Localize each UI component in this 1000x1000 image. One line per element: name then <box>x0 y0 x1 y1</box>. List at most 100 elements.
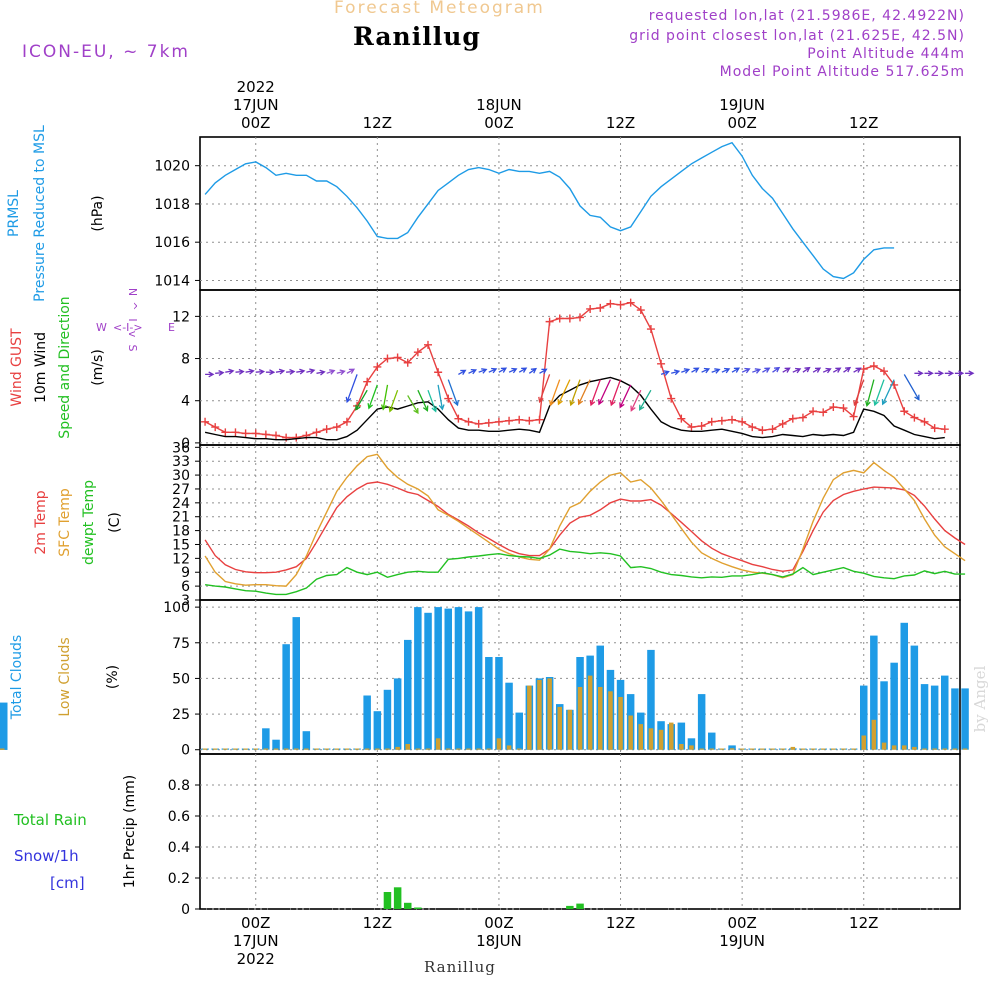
low-cloud-bar <box>283 748 289 750</box>
y-tick-label: 50 <box>172 671 190 687</box>
y-tick-label: 3 <box>181 593 190 609</box>
wind-arrow <box>934 370 945 377</box>
gust-marker <box>282 433 291 442</box>
low-cloud-bar <box>324 748 329 750</box>
panel-pressure: 1014 1016 1018 1020 PRMSL Pressure Reduced to… <box>6 125 961 302</box>
panel-frame <box>199 136 961 291</box>
gust-marker <box>464 417 473 426</box>
y-tick-label: 0 <box>181 743 190 759</box>
y-axis-label: (hPa) <box>90 195 106 231</box>
y-tick-label: 0.4 <box>168 840 190 856</box>
y-axis-label: Pressure Reduced to MSL <box>32 125 48 302</box>
gust-marker <box>920 417 929 426</box>
low-cloud-bar <box>243 748 248 750</box>
low-cloud-bar <box>486 748 492 750</box>
wind-arrow <box>296 368 306 375</box>
wind-arrow <box>711 368 721 374</box>
gust-marker <box>565 314 574 323</box>
gust-marker <box>241 429 250 438</box>
gust-marker <box>707 417 716 426</box>
low-cloud-bar <box>669 722 674 750</box>
y-axis-label: dewpt Temp <box>81 480 97 565</box>
wind-arrow <box>822 367 832 374</box>
low-cloud-bar <box>304 748 309 750</box>
wind-arrow <box>447 379 459 407</box>
gust-marker <box>596 303 605 312</box>
total-cloud-bar <box>880 681 888 750</box>
y-axis-label: 1hr Precip (mm) <box>122 775 138 888</box>
low-cloud-bar <box>922 748 927 750</box>
wind-arrow <box>380 384 389 411</box>
gust-marker <box>373 362 382 371</box>
gridpoint-coords: grid point closest lon,lat (21.625E, 42.… <box>629 28 965 44</box>
gust-marker <box>221 428 230 437</box>
wind-arrow <box>832 367 842 373</box>
gust-marker <box>322 425 331 434</box>
gust-marker <box>859 365 868 374</box>
gust-marker <box>880 367 888 376</box>
y-tick-label: 21 <box>172 510 190 526</box>
low-cloud-bar <box>679 744 684 750</box>
wind-arrow <box>965 370 975 377</box>
low-cloud-bar <box>608 691 613 750</box>
gust-marker <box>484 418 493 427</box>
time-label-bottom: 12Z <box>849 914 878 932</box>
y-tick-label: 25 <box>172 707 190 723</box>
wind-arrow <box>245 368 255 375</box>
time-label-top: 19JUN <box>719 96 765 114</box>
gust-marker <box>606 299 615 308</box>
y-axis-label: PRMSL <box>6 190 22 237</box>
wind-arrow <box>306 368 316 375</box>
y-tick-label: 15 <box>172 537 190 553</box>
gust-marker <box>261 430 270 439</box>
wind-arrow <box>346 368 356 374</box>
compass-ns-glyph: ^ <box>126 301 139 310</box>
gust-marker <box>748 423 757 432</box>
gust-marker <box>646 325 655 334</box>
low-cloud-bar <box>891 745 897 750</box>
wind-arrow <box>538 374 551 404</box>
y-axis-label: 10m Wind <box>33 332 49 403</box>
low-cloud-bar <box>385 748 390 750</box>
low-cloud-bar <box>699 748 704 750</box>
low-cloud-bar <box>202 748 208 750</box>
wind-arrow <box>741 367 751 374</box>
wind-arrow <box>407 395 419 415</box>
wind-arrow <box>782 367 791 373</box>
gust-marker <box>930 424 939 433</box>
low-cloud-bar <box>750 748 755 750</box>
wind-arrow <box>812 367 822 373</box>
compass-ns-glyph: N <box>126 288 139 296</box>
rain-bar <box>383 892 392 909</box>
wind-arrow <box>914 370 924 377</box>
wind-arrow <box>630 389 642 412</box>
low-cloud-bar <box>709 748 714 750</box>
y-tick-label: 9 <box>181 565 190 581</box>
low-cloud-bar <box>567 709 573 750</box>
gust-marker <box>312 428 321 437</box>
gust-marker <box>505 416 514 425</box>
y-tick-label: 12 <box>172 551 190 567</box>
total-cloud-bar <box>363 695 371 750</box>
gust-marker <box>251 429 260 438</box>
wind-arrow <box>865 379 875 408</box>
low-cloud-bar <box>263 748 269 750</box>
series-line-dewpt-temp <box>205 548 966 596</box>
low-cloud-bar <box>435 738 441 750</box>
precip-legend-label: Total Rain <box>13 811 87 829</box>
time-label-top: 00Z <box>727 114 756 132</box>
total-cloud-bar <box>282 644 290 750</box>
total-cloud-bar <box>272 739 280 750</box>
time-label-top: 12Z <box>363 114 392 132</box>
low-cloud-bar <box>527 685 532 750</box>
low-cloud-bar <box>851 748 856 750</box>
wind-arrow <box>721 367 731 374</box>
low-cloud-bar <box>223 748 228 750</box>
gust-marker <box>728 415 736 424</box>
wind-arrow <box>924 370 934 377</box>
gust-marker <box>788 414 797 423</box>
total-cloud-bar <box>373 711 382 750</box>
precip-legend-label: [cm] <box>50 874 85 892</box>
